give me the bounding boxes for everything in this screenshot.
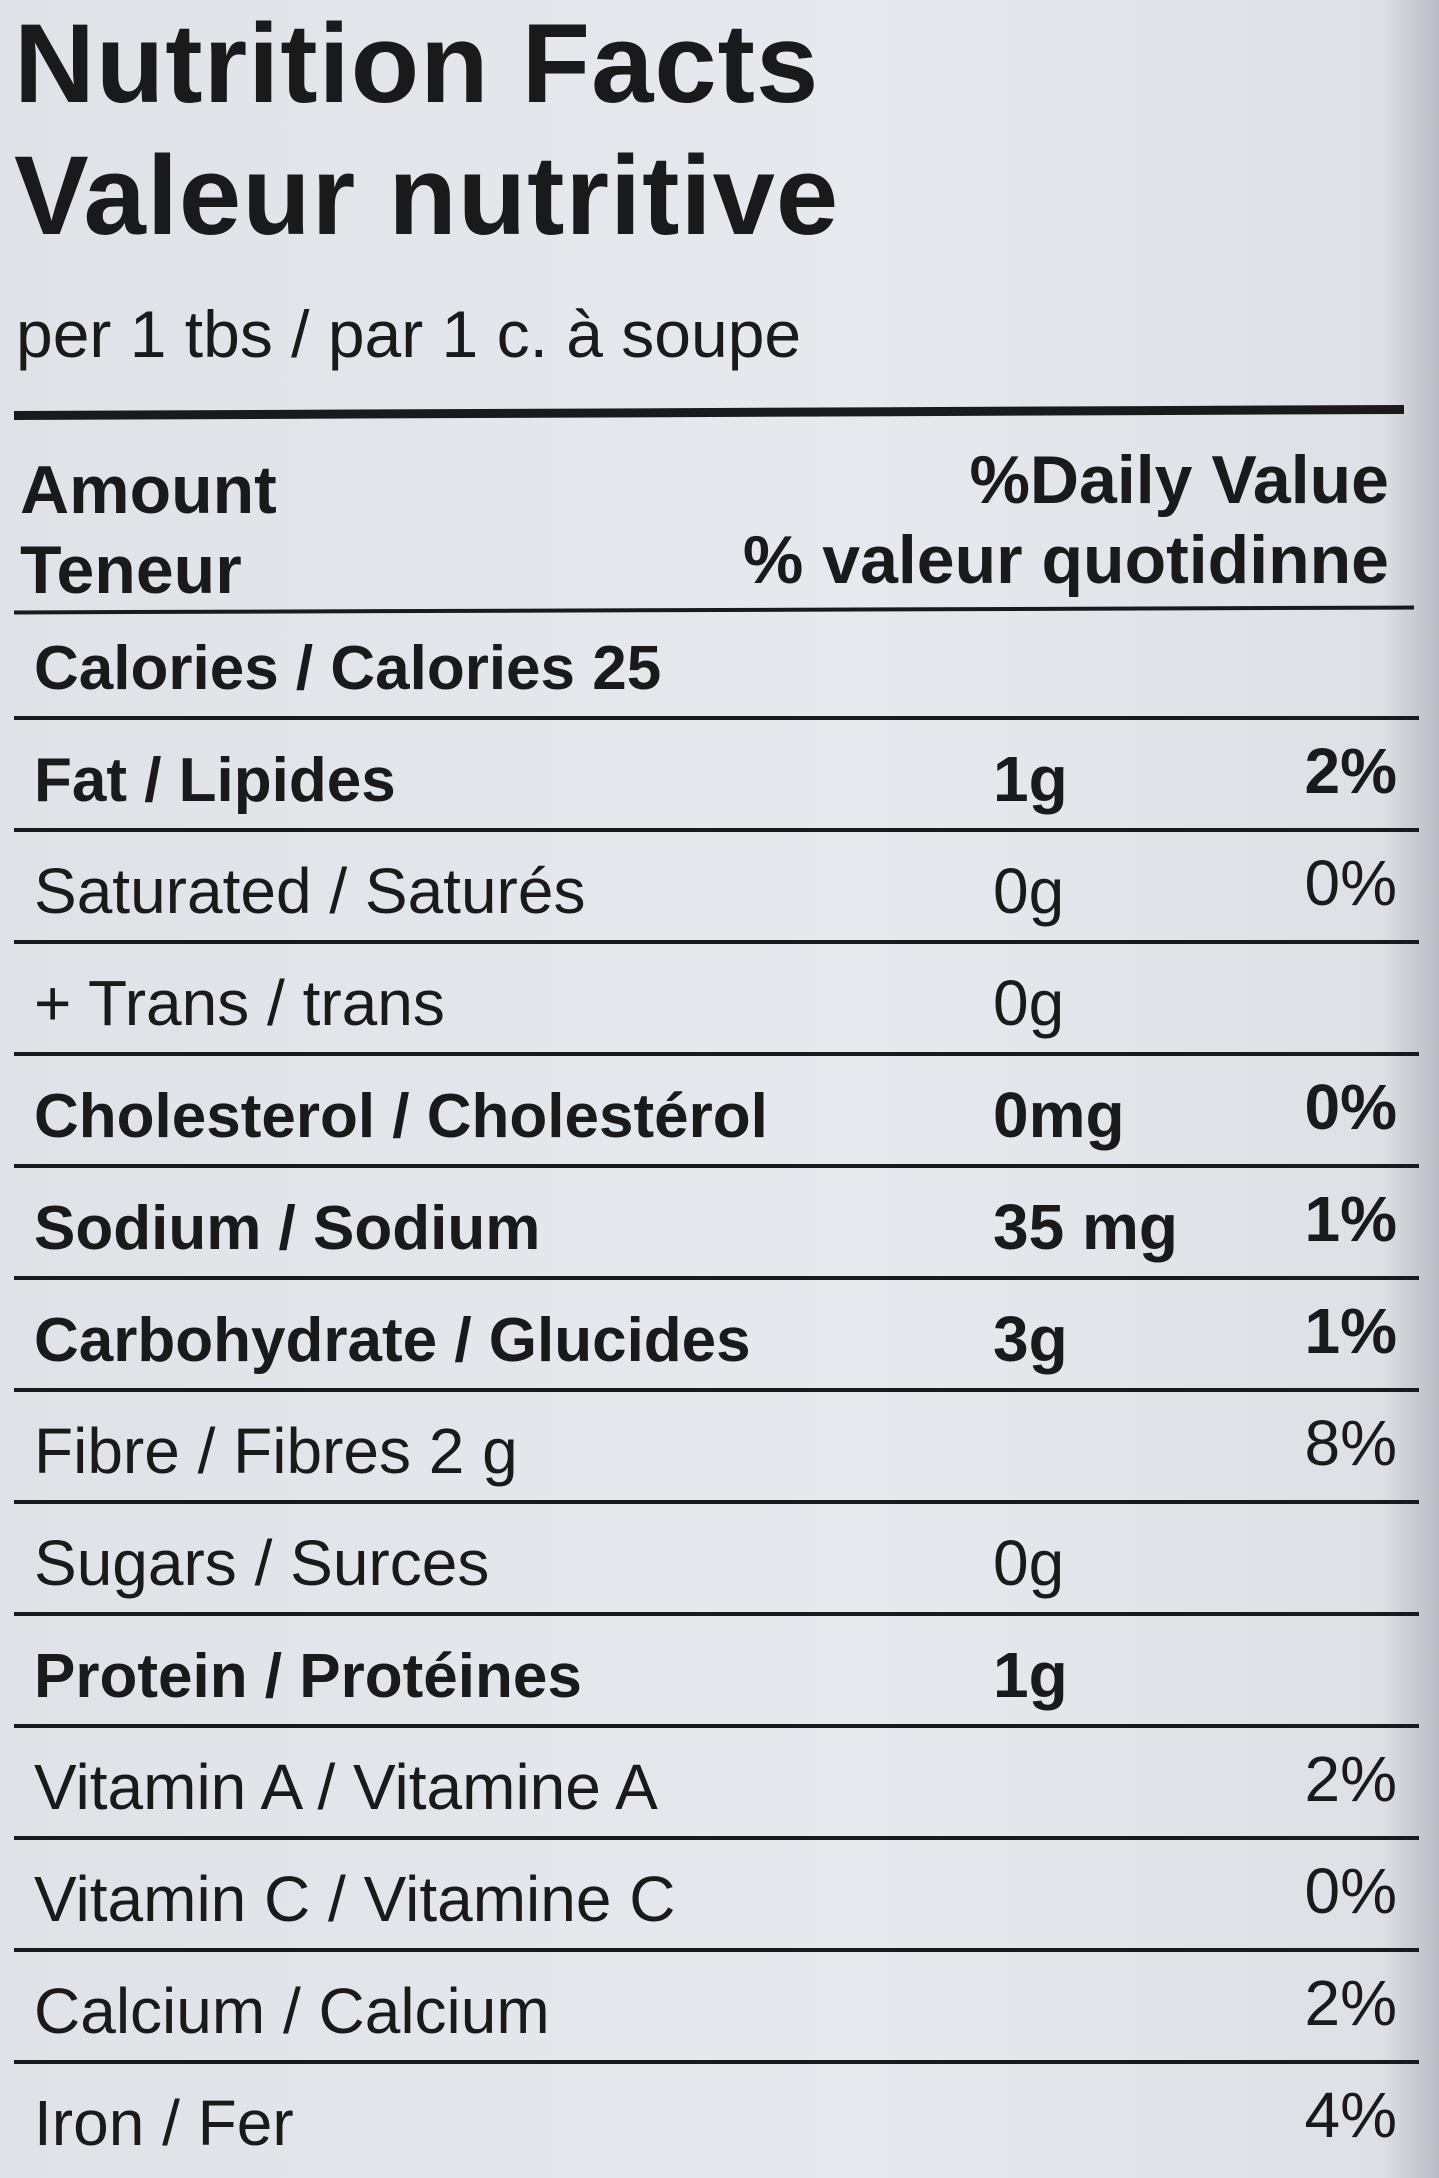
nutrient-row: Vitamin A / Vitamine A 2% <box>0 1728 1439 1840</box>
row-divider <box>14 1948 1419 1952</box>
nutrient-name: Fibre / Fibres 2 g <box>34 1415 518 1487</box>
amount-label-en: Amount <box>20 452 277 528</box>
nutrient-name: Sodium / Sodium <box>34 1194 541 1263</box>
nutrient-name: Sugars / Surces <box>34 1527 490 1599</box>
nutrient-row: Fibre / Fibres 2 g 8% <box>0 1392 1439 1504</box>
title-french: Valeur nutritive <box>14 133 840 258</box>
nutrient-name: Saturated / Saturés <box>34 855 586 927</box>
row-divider <box>14 1276 1419 1280</box>
nutrient-row: Protein / Protéines 1g <box>0 1616 1439 1728</box>
title-english: Nutrition Facts <box>14 1 820 126</box>
nutrient-amount: 1g <box>993 743 1068 815</box>
thick-divider <box>13 404 1405 421</box>
row-divider <box>14 1612 1419 1616</box>
nutrient-amount: 0g <box>993 1527 1065 1599</box>
row-divider <box>14 1500 1419 1504</box>
nutrient-row: Cholesterol / Cholestérol 0mg 0% <box>0 1056 1439 1168</box>
daily-value-header: %Daily Value % valeur quotidinne <box>743 440 1389 600</box>
nutrient-row: Vitamin C / Vitamine C 0% <box>0 1840 1439 1952</box>
nutrient-amount: 0g <box>993 967 1065 1039</box>
nutrient-name: Protein / Protéines <box>34 1642 582 1711</box>
row-divider <box>14 716 1419 720</box>
nutrient-name: Carbohydrate / Glucides <box>34 1306 751 1375</box>
nutrient-name: Vitamin A / Vitamine A <box>34 1751 658 1823</box>
nutrient-name: Iron / Fer <box>34 2087 294 2159</box>
row-divider <box>14 1388 1419 1392</box>
nutrient-row: Sodium / Sodium 35 mg 1% <box>0 1168 1439 1280</box>
nutrient-row: Calcium / Calcium 2% <box>0 1952 1439 2064</box>
nutrient-amount: 1g <box>993 1639 1068 1711</box>
nutrient-row: Sugars / Surces 0g <box>0 1504 1439 1616</box>
amount-label-fr: Teneur <box>20 532 242 608</box>
nutrient-row: Saturated / Saturés 0g 0% <box>0 832 1439 944</box>
nutrient-pct: 0% <box>1304 1855 1398 1927</box>
amount-header: Amount Teneur <box>20 450 277 610</box>
nutrient-pct: 8% <box>1304 1407 1398 1479</box>
nutrient-name: Calories / Calories 25 <box>34 634 662 703</box>
nutrient-name: Cholesterol / Cholestérol <box>34 1082 768 1151</box>
nutrient-row: Fat / Lipides 1g 2% <box>0 720 1439 832</box>
serving-size: per 1 tbs / par 1 c. à soupe <box>16 297 802 371</box>
nutrient-amount: 3g <box>993 1303 1068 1375</box>
row-divider <box>14 1836 1419 1840</box>
row-divider <box>14 940 1419 944</box>
nutrient-pct: 2% <box>1304 1967 1398 2039</box>
nutrient-pct: 0% <box>1304 847 1398 919</box>
nutrient-amount: 0mg <box>993 1079 1125 1151</box>
nutrient-name: Calcium / Calcium <box>34 1975 550 2047</box>
row-divider <box>14 2060 1419 2064</box>
nutrient-row: Iron / Fer 4% <box>0 2064 1439 2176</box>
nutrient-row: Calories / Calories 25 <box>0 612 1439 720</box>
nutrient-pct: 0% <box>1304 1071 1398 1143</box>
row-divider <box>14 1724 1419 1728</box>
nutrient-pct: 1% <box>1304 1295 1398 1367</box>
nutrient-pct: 2% <box>1304 1743 1398 1815</box>
row-divider <box>14 828 1419 832</box>
nutrient-name: Fat / Lipides <box>34 746 396 815</box>
nutrient-name: + Trans / trans <box>34 967 445 1039</box>
nutrient-pct: 2% <box>1304 735 1398 807</box>
nutrient-amount: 35 mg <box>993 1191 1178 1263</box>
daily-value-label-fr: % valeur quotidinne <box>742 522 1389 598</box>
row-divider <box>14 1052 1419 1056</box>
nutrient-pct: 1% <box>1304 1183 1398 1255</box>
nutrient-name: Vitamin C / Vitamine C <box>34 1863 676 1935</box>
nutrient-row: + Trans / trans 0g <box>0 944 1439 1056</box>
daily-value-label-en: %Daily Value <box>969 442 1389 518</box>
nutrient-amount: 0g <box>993 855 1065 927</box>
nutrient-row: Carbohydrate / Glucides 3g 1% <box>0 1280 1439 1392</box>
nutrient-pct: 4% <box>1304 2079 1398 2151</box>
row-divider <box>14 1164 1419 1168</box>
